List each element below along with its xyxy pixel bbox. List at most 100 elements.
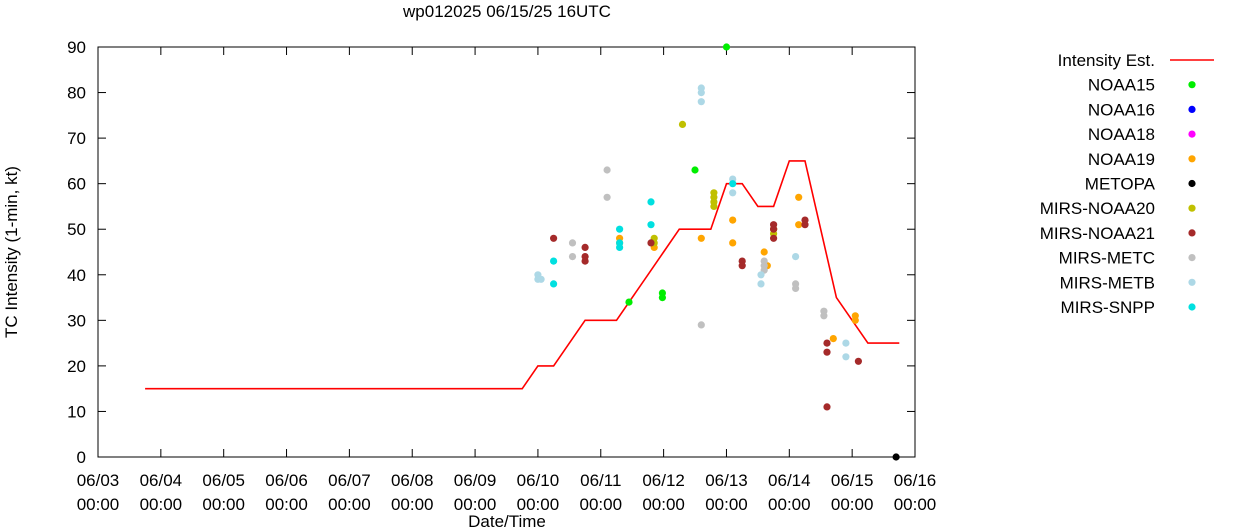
point-mirs-metc — [697, 321, 705, 329]
point-mirs-noaa21 — [823, 348, 831, 356]
x-axis-label: Date/Time — [468, 512, 546, 529]
point-mirs-noaa21 — [581, 257, 589, 265]
legend-swatch-metopa — [1188, 179, 1196, 188]
y-tick-label: 40 — [67, 266, 86, 285]
point-mirs-noaa21 — [854, 357, 863, 365]
y-tick-label: 90 — [67, 38, 86, 57]
point-mirs-noaa20 — [678, 120, 687, 128]
x-tick-time: 00:00 — [642, 495, 685, 514]
y-tick-label: 80 — [67, 84, 86, 103]
point-mirs-noaa21 — [581, 243, 589, 251]
x-tick-date: 06/07 — [328, 471, 371, 490]
scatter-points — [534, 43, 900, 461]
x-tick-time: 00:00 — [77, 495, 120, 514]
legend-swatch-mirs-noaa20 — [1188, 204, 1196, 212]
legend-label-metopa: METOPA — [1085, 175, 1156, 194]
legend-label-mirs-noaa21: MIRS-NOAA21 — [1040, 224, 1155, 243]
point-mirs-noaa21 — [823, 339, 831, 347]
point-mirs-noaa20 — [710, 202, 718, 210]
point-mirs-metb — [842, 353, 850, 361]
legend-label-mirs-metb: MIRS-METB — [1060, 273, 1155, 292]
point-mirs-metb — [792, 253, 800, 261]
point-mirs-snpp — [647, 198, 655, 206]
legend-label-mirs-snpp: MIRS-SNPP — [1061, 298, 1155, 317]
point-mirs-metc — [603, 193, 611, 201]
x-tick-time: 00:00 — [454, 495, 497, 514]
point-mirs-snpp — [729, 180, 737, 188]
point-noaa19 — [795, 221, 803, 229]
point-mirs-noaa21 — [647, 239, 655, 247]
legend-swatch-noaa18 — [1188, 130, 1196, 138]
point-mirs-metb — [729, 189, 737, 197]
legend-swatch-mirs-snpp — [1188, 303, 1196, 311]
point-mirs-noaa21 — [770, 225, 778, 233]
point-mirs-metc — [820, 312, 828, 320]
y-tick-label: 30 — [67, 311, 86, 330]
chart-title: wp012025 06/15/25 16UTC — [402, 2, 611, 21]
point-mirs-noaa21 — [770, 234, 778, 242]
x-tick-time: 00:00 — [579, 495, 622, 514]
legend-label-noaa15: NOAA15 — [1088, 76, 1155, 95]
y-tick-label: 20 — [67, 357, 86, 376]
y-tick-label: 60 — [67, 175, 86, 194]
point-mirs-metc — [568, 239, 577, 247]
x-tick-date: 06/06 — [265, 471, 308, 490]
point-noaa19 — [851, 316, 859, 324]
x-tick-date: 06/10 — [517, 471, 560, 490]
point-mirs-metb — [697, 98, 705, 106]
legend-label-mirs-metc: MIRS-METC — [1059, 249, 1155, 268]
x-tick-time: 00:00 — [391, 495, 434, 514]
legend-label-mirs-noaa20: MIRS-NOAA20 — [1040, 199, 1155, 218]
legend-label-noaa16: NOAA16 — [1088, 100, 1155, 119]
x-axis: 06/03 00:00 06/04 00:00 06/05 00:00 06/06 00:00… — [77, 47, 937, 514]
intensity-line — [145, 160, 900, 390]
point-mirs-snpp — [616, 243, 624, 251]
x-tick-date: 06/04 — [140, 471, 183, 490]
y-tick-label: 50 — [67, 220, 86, 239]
point-mirs-metc — [568, 253, 577, 261]
y-tick-label: 0 — [77, 448, 86, 467]
legend-label-noaa19: NOAA19 — [1088, 150, 1155, 169]
plot-frame — [97, 46, 916, 458]
point-noaa15 — [722, 43, 731, 51]
point-noaa19 — [729, 216, 737, 224]
point-noaa19 — [697, 234, 705, 242]
x-tick-date: 06/14 — [768, 471, 811, 490]
point-noaa15 — [658, 294, 667, 302]
point-mirs-metb — [757, 271, 765, 279]
x-tick-date: 06/16 — [894, 471, 937, 490]
point-mirs-noaa21 — [738, 262, 746, 270]
point-mirs-snpp — [647, 221, 655, 229]
point-noaa15 — [625, 298, 633, 306]
legend: Intensity Est. NOAA15 NOAA16 NOAA18 NOAA19 ME… — [1040, 51, 1214, 317]
x-tick-date: 06/13 — [705, 471, 748, 490]
legend-label-intensity-est-: Intensity Est. — [1058, 51, 1155, 70]
point-noaa19 — [829, 335, 837, 343]
x-tick-time: 00:00 — [894, 495, 937, 514]
point-mirs-metc — [603, 166, 611, 174]
point-mirs-metb — [842, 339, 850, 347]
x-tick-date: 06/15 — [831, 471, 874, 490]
x-tick-time: 00:00 — [831, 495, 874, 514]
point-mirs-metb — [697, 89, 705, 97]
point-metopa — [892, 453, 900, 461]
y-tick-label: 10 — [67, 402, 86, 421]
legend-swatch-mirs-noaa21 — [1188, 229, 1196, 237]
point-mirs-noaa21 — [550, 234, 558, 242]
x-tick-time: 00:00 — [202, 495, 245, 514]
point-noaa15 — [691, 166, 699, 174]
point-mirs-snpp — [550, 257, 558, 265]
point-mirs-noaa21 — [801, 221, 809, 229]
legend-swatch-mirs-metc — [1188, 254, 1196, 262]
legend-swatch-noaa19 — [1188, 155, 1196, 163]
x-tick-time: 00:00 — [265, 495, 308, 514]
x-tick-date: 06/09 — [454, 471, 497, 490]
legend-label-noaa18: NOAA18 — [1088, 125, 1155, 144]
x-tick-time: 00:00 — [705, 495, 748, 514]
x-tick-date: 06/12 — [642, 471, 685, 490]
point-mirs-metc — [792, 284, 800, 292]
point-mirs-snpp — [616, 225, 624, 233]
legend-swatch-noaa16 — [1188, 105, 1196, 113]
x-tick-date: 06/05 — [202, 471, 245, 490]
